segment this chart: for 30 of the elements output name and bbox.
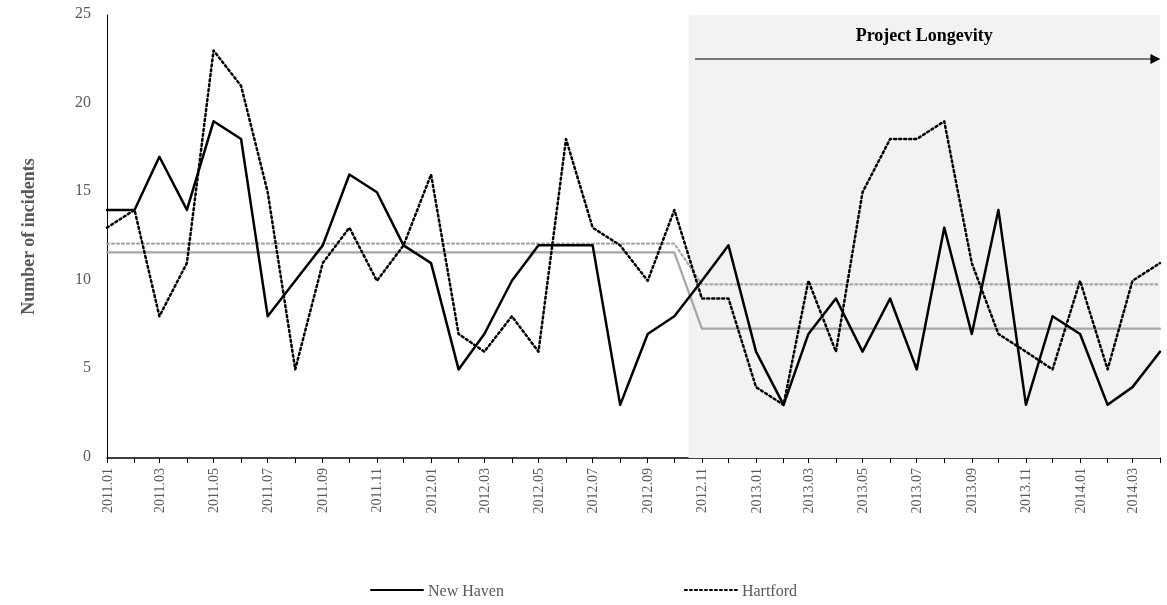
x-tick-label: 2013.07 (909, 468, 925, 514)
y-tick-label: 5 (83, 358, 91, 376)
x-tick-label: 2011.01 (99, 468, 115, 513)
y-tick-label: 15 (75, 181, 91, 199)
x-tick-label: 2013.05 (855, 468, 871, 514)
x-tick-label: 2011.11 (369, 468, 385, 513)
y-axis-title: Number of incidents (18, 158, 38, 315)
x-tick-label: 2014.01 (1072, 468, 1088, 514)
x-tick-label: 2012.11 (694, 468, 710, 513)
y-tick-label: 0 (83, 447, 91, 464)
y-tick-label: 20 (75, 92, 91, 110)
x-tick-label: 2013.11 (1018, 468, 1034, 513)
x-tick-label: 2011.07 (260, 468, 276, 513)
x-tick-label: 2012.05 (531, 468, 546, 514)
x-tick-label: 2012.03 (476, 468, 492, 514)
legend-label: Hartford (741, 581, 798, 599)
x-tick-label: 2011.09 (315, 468, 331, 513)
x-tick-label: 2013.09 (964, 468, 980, 514)
band-label: Project Longevity (854, 25, 994, 46)
x-tick-label: 2014.03 (1124, 468, 1140, 514)
x-tick-label: 2011.05 (206, 468, 222, 513)
x-tick-label: 2013.01 (748, 468, 764, 514)
x-tick-label: 2012.09 (640, 468, 656, 514)
y-tick-label: 10 (75, 269, 91, 287)
legend-label: New Haven (427, 581, 504, 599)
x-tick-label: 2013.03 (800, 468, 816, 514)
x-tick-label: 2012.01 (423, 468, 439, 514)
y-tick-label: 25 (75, 4, 91, 21)
x-tick-label: 2012.07 (585, 468, 601, 514)
x-tick-label: 2011.03 (151, 468, 167, 513)
